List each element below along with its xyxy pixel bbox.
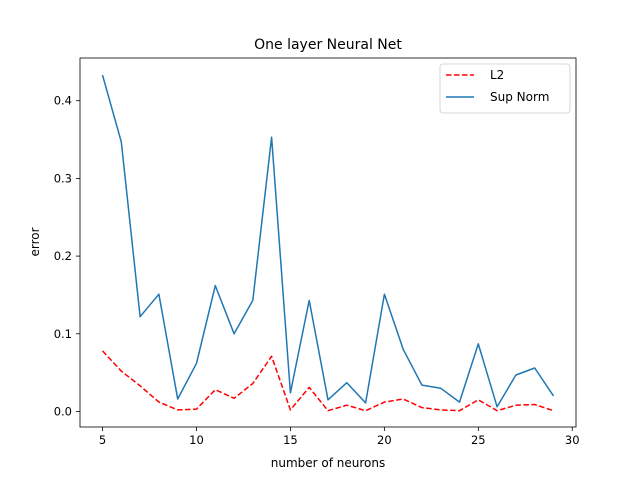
y-tick-label-0.2: 0.2	[54, 249, 72, 263]
legend-box	[439, 63, 571, 114]
x-tick-label-15: 15	[283, 433, 298, 447]
y-axis-ticks: 0.0 0.1 0.2 0.3 0.4	[54, 94, 80, 418]
legend-label-sup-norm: Sup Norm	[490, 90, 549, 104]
x-tick-label-25: 25	[471, 433, 486, 447]
axes-frame	[79, 57, 577, 428]
y-tick-label-0.3: 0.3	[54, 171, 72, 185]
x-axis-label: number of neurons	[271, 456, 386, 470]
y-axis-label: error	[28, 227, 42, 256]
legend: L2 Sup Norm	[439, 63, 571, 114]
y-tick-label-0.4: 0.4	[54, 94, 72, 108]
y-tick-label-0.1: 0.1	[54, 327, 72, 341]
series-line-sup-norm	[101, 74, 555, 408]
series-line-l2	[101, 350, 554, 412]
legend-label-l2: L2	[490, 68, 504, 82]
x-tick-label-30: 30	[565, 433, 580, 447]
x-tick-label-10: 10	[189, 433, 204, 447]
x-axis-ticks: 5 10 15 20 25 30	[99, 427, 580, 447]
x-tick-label-5: 5	[99, 433, 106, 447]
chart-title: One layer Neural Net	[254, 37, 402, 53]
x-tick-label-20: 20	[377, 433, 392, 447]
plot-area: 5 10 15 20 25 30 0.0 0.1 0.2 0.3 0.4	[54, 57, 580, 447]
y-tick-label-0.0: 0.0	[54, 404, 72, 418]
series-layer	[101, 74, 555, 412]
